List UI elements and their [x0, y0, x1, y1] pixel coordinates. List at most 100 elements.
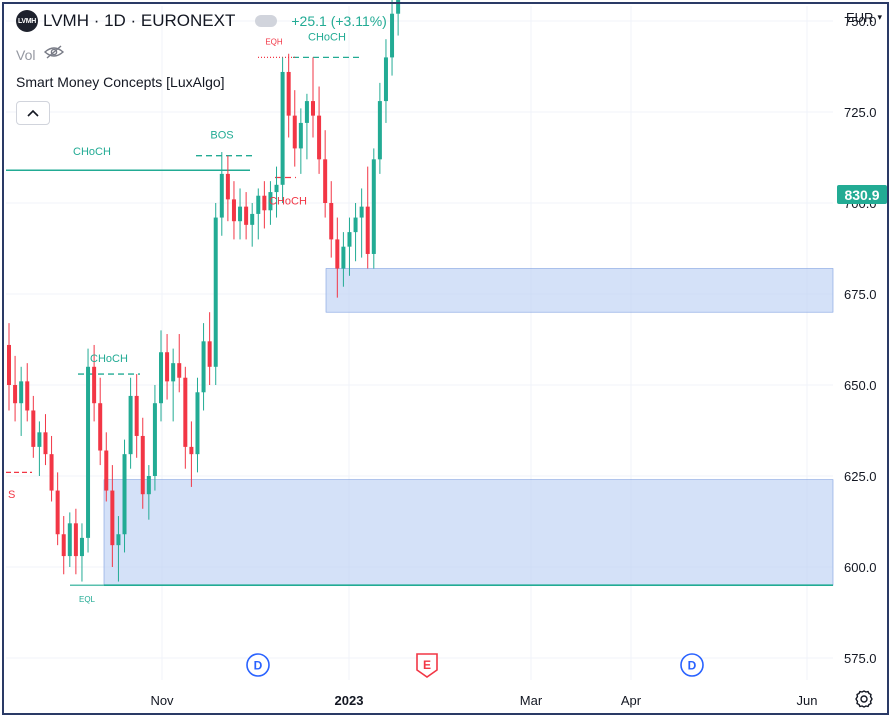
candle-body: [323, 159, 328, 203]
indicator-name[interactable]: Smart Money Concepts [LuxAlgo]: [16, 74, 225, 90]
order-block-zones: [103, 268, 834, 586]
candle-body: [37, 432, 42, 447]
candle-body: [86, 366, 91, 538]
indicator-legend[interactable]: Smart Money Concepts [LuxAlgo]: [16, 74, 225, 90]
candle-body: [286, 71, 291, 116]
candle-body: [134, 395, 139, 436]
candle-body: [171, 363, 176, 382]
structure-label: CHoCH: [308, 31, 346, 43]
symbol-legend[interactable]: LVMH LVMH · 1D · EURONEXT +25.1 (+3.11%): [16, 10, 387, 32]
structure-labels: CHoCHCHoCHBOSCHoCHCHoCHBOSCHoCHCHoCHBOSC…: [8, 31, 346, 604]
time-tick-label: Apr: [621, 693, 642, 708]
candle-body: [61, 534, 66, 557]
structure-label: BOS: [210, 130, 233, 142]
candles: [7, 0, 401, 582]
hidden-eye-icon[interactable]: [43, 44, 65, 65]
symbol-title[interactable]: LVMH · 1D · EURONEXT: [43, 11, 236, 30]
candle-body: [201, 341, 206, 393]
candle-body: [146, 476, 151, 495]
candle-body: [55, 490, 60, 535]
price-tick-label: 725.0: [844, 105, 877, 120]
collapse-legend-button[interactable]: [16, 101, 50, 125]
volume-label: Vol: [16, 46, 36, 63]
candle-body: [231, 199, 236, 222]
price-axis[interactable]: 575.0600.0625.0650.0675.0700.0725.0750.0…: [844, 0, 877, 666]
candle-body: [225, 173, 230, 200]
candle-body: [31, 410, 36, 447]
price-tick-label: 750.0: [844, 14, 877, 29]
candle-body: [280, 71, 285, 185]
candle-body: [268, 192, 273, 211]
earnings-marker-label: E: [423, 658, 431, 672]
structure-label: CHoCH: [269, 196, 307, 208]
lvmh-logo: LVMH: [16, 10, 38, 32]
time-tick-label: Mar: [520, 693, 543, 708]
equal-level-label: EQL: [79, 595, 96, 604]
candle-body: [298, 122, 303, 149]
candle-body: [341, 246, 346, 269]
candle-body: [371, 159, 376, 254]
candle-body: [79, 537, 84, 557]
candle-body: [104, 450, 109, 491]
time-tick-label: 2023: [335, 693, 364, 708]
equal-level-label: EQH: [265, 37, 283, 46]
candle-body: [183, 377, 188, 447]
chevron-up-icon: [27, 109, 39, 117]
structure-label: CHoCH: [90, 353, 128, 365]
time-tick-label: Nov: [150, 693, 174, 708]
candle-body: [383, 57, 388, 102]
earnings-marker-icon: [416, 653, 438, 678]
time-axis[interactable]: Nov 2023 Mar Apr Jun: [150, 693, 817, 708]
time-tick-label: Jun: [797, 693, 818, 708]
candle-body: [292, 115, 297, 149]
settings-gear-icon[interactable]: [853, 688, 875, 710]
candle-body: [159, 352, 163, 404]
last-price-tag: 830.9: [837, 185, 887, 204]
price-change: +25.1 (+3.11%): [291, 13, 387, 29]
candle-body: [195, 392, 200, 455]
edge-label: S: [8, 489, 15, 501]
candle-body: [347, 232, 352, 247]
candle-body: [244, 206, 249, 225]
candle-body: [317, 115, 322, 160]
candle-body: [262, 195, 267, 211]
dividend-marker-icon: [680, 653, 704, 677]
candle-body: [189, 446, 194, 455]
candle-body: [311, 101, 315, 116]
candle-body: [43, 432, 48, 455]
candle-body: [92, 366, 97, 404]
candle-body: [110, 490, 115, 546]
candle-body: [13, 385, 18, 404]
candle-body: [152, 403, 157, 476]
candle-body: [213, 217, 218, 367]
candle-body: [49, 454, 54, 491]
candle-body: [122, 454, 127, 535]
candle-body: [274, 184, 279, 193]
candle-body: [19, 381, 24, 404]
candle-body: [359, 206, 364, 218]
price-tick-label: 650.0: [844, 378, 877, 393]
order-block-zone: [103, 479, 834, 586]
price-tick-label: 575.0: [844, 651, 877, 666]
candle-body: [396, 0, 401, 14]
currency-selector[interactable]: EUR ▾: [846, 10, 882, 25]
candle-body: [335, 239, 340, 269]
candle-body: [329, 203, 334, 240]
dividend-marker-label: D: [254, 659, 263, 673]
candle-body: [390, 13, 395, 58]
candle-body: [7, 344, 11, 385]
candle-body: [73, 523, 78, 557]
candle-body: [353, 217, 358, 233]
candle-body: [67, 523, 72, 557]
price-tick-label: 675.0: [844, 287, 877, 302]
structure-label: CHoCH: [73, 146, 111, 158]
candle-body: [140, 435, 145, 495]
candle-body: [98, 403, 103, 451]
candle-body: [219, 173, 224, 218]
candle-body: [250, 213, 255, 225]
candle-body: [238, 206, 243, 222]
volume-legend[interactable]: Vol: [16, 44, 65, 65]
market-status-pill: [255, 15, 278, 27]
